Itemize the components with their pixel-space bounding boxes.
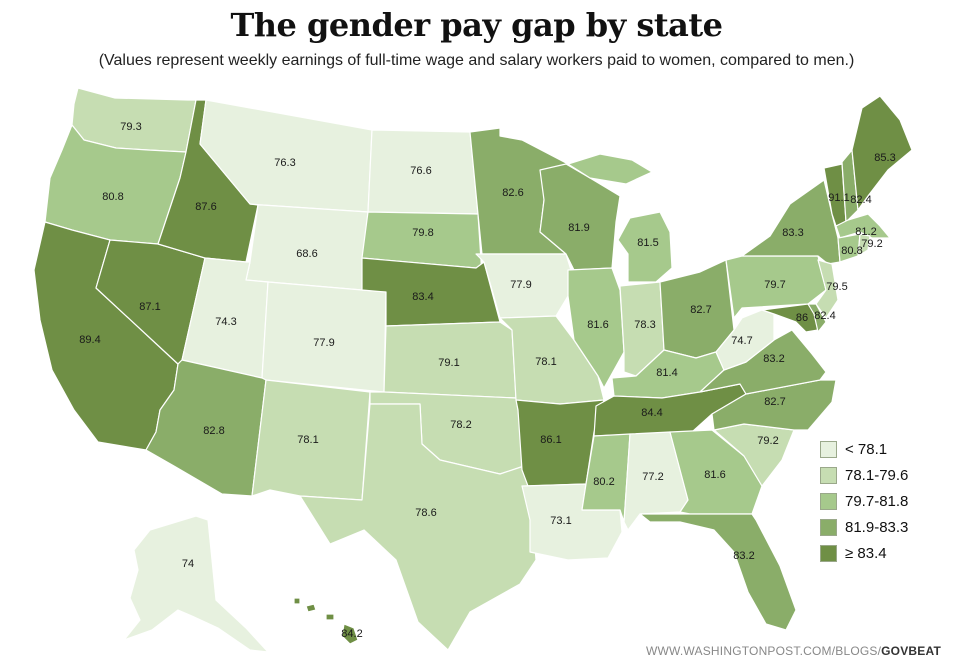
state-RI xyxy=(857,233,871,257)
legend-item: ≥ 83.4 xyxy=(820,540,908,566)
value-label-ND: 76.6 xyxy=(410,165,431,177)
source-credit: WWW.WASHINGTONPOST.COM/BLOGS/GOVBEAT xyxy=(646,644,941,658)
state-FL xyxy=(639,513,797,631)
value-label-LA: 73.1 xyxy=(550,515,571,527)
value-label-CT: 80.8 xyxy=(841,245,862,257)
value-label-IN: 78.3 xyxy=(634,319,655,331)
value-label-GA: 81.6 xyxy=(704,469,725,481)
state-HI-4 xyxy=(293,597,301,605)
value-label-NE: 83.4 xyxy=(412,291,433,303)
state-AZ xyxy=(145,359,267,497)
state-NH xyxy=(841,149,859,223)
value-label-TX: 78.6 xyxy=(415,507,436,519)
value-label-IL: 81.6 xyxy=(587,319,608,331)
value-label-HI: 84.2 xyxy=(341,628,362,640)
value-label-NH: 82.4 xyxy=(850,194,871,206)
value-label-SC: 79.2 xyxy=(757,435,778,447)
value-label-VT: 91.1 xyxy=(828,192,849,204)
legend-label: < 78.1 xyxy=(845,440,888,458)
value-label-KY: 81.4 xyxy=(656,367,677,379)
map-legend: < 78.1 78.1-79.6 79.7-81.8 81.9-83.3 ≥ 8… xyxy=(820,436,908,566)
credit-url: WWW.WASHINGTONPOST.COM/BLOGS/ xyxy=(645,644,882,658)
value-label-UT: 74.3 xyxy=(215,316,236,328)
map-subtitle: (Values represent weekly earnings of ful… xyxy=(98,52,855,69)
value-label-RI: 79.2 xyxy=(861,238,882,250)
value-label-OH: 82.7 xyxy=(690,304,711,316)
value-label-ME: 85.3 xyxy=(874,152,895,164)
value-label-NY: 83.3 xyxy=(782,227,803,239)
value-label-NC: 82.7 xyxy=(764,396,785,408)
legend-item: 81.9-83.3 xyxy=(820,514,908,540)
legend-swatch xyxy=(820,544,837,562)
credit-section: GOVBEAT xyxy=(881,644,941,658)
value-label-CA: 89.4 xyxy=(79,334,100,346)
legend-label: 78.1-79.6 xyxy=(845,466,909,484)
state-MI-UP xyxy=(567,153,653,185)
value-label-WI: 81.9 xyxy=(568,222,589,234)
value-label-MI: 81.5 xyxy=(637,237,658,249)
state-HI-3 xyxy=(305,603,317,613)
value-label-NV: 87.1 xyxy=(139,301,160,313)
value-label-ID: 87.6 xyxy=(195,201,216,213)
state-IL xyxy=(567,267,625,389)
state-IA xyxy=(475,253,575,319)
value-label-WY: 68.6 xyxy=(296,248,317,260)
value-label-VA: 83.2 xyxy=(763,353,784,365)
value-label-DE: 82.4 xyxy=(814,310,835,322)
value-label-MA: 81.2 xyxy=(855,226,876,238)
value-label-TN: 84.4 xyxy=(641,407,662,419)
legend-swatch xyxy=(820,492,837,510)
value-label-MN: 82.6 xyxy=(502,187,523,199)
value-label-WV: 74.7 xyxy=(731,335,752,347)
state-NJ xyxy=(815,259,839,319)
value-label-SD: 79.8 xyxy=(412,227,433,239)
value-label-AZ: 82.8 xyxy=(203,425,224,437)
legend-swatch xyxy=(820,466,837,484)
value-label-OK: 78.2 xyxy=(450,419,471,431)
value-label-MO: 78.1 xyxy=(535,356,556,368)
legend-label: 81.9-83.3 xyxy=(845,518,909,536)
state-AK xyxy=(123,515,269,653)
map-title: The gender pay gap by state xyxy=(230,6,723,44)
value-label-WA: 79.3 xyxy=(120,121,141,133)
state-HI-2 xyxy=(325,613,335,621)
value-label-CO: 77.9 xyxy=(313,337,334,349)
value-label-AL: 77.2 xyxy=(642,471,663,483)
value-label-AR: 86.1 xyxy=(540,434,561,446)
state-NY xyxy=(741,179,841,265)
state-ME xyxy=(851,95,913,211)
legend-item: < 78.1 xyxy=(820,436,908,462)
value-label-NJ: 79.5 xyxy=(826,281,847,293)
value-label-MD: 86 xyxy=(796,312,808,324)
value-label-IA: 77.9 xyxy=(510,279,531,291)
value-label-FL: 83.2 xyxy=(733,550,754,562)
legend-label: 79.7-81.8 xyxy=(845,492,909,510)
value-label-NM: 78.1 xyxy=(297,434,318,446)
value-label-MT: 76.3 xyxy=(274,157,295,169)
value-label-MS: 80.2 xyxy=(593,476,614,488)
legend-label: ≥ 83.4 xyxy=(845,544,887,562)
legend-swatch xyxy=(820,518,837,536)
state-DE xyxy=(807,303,827,333)
legend-swatch xyxy=(820,440,837,458)
state-HI xyxy=(341,623,359,645)
legend-item: 78.1-79.6 xyxy=(820,462,908,488)
value-label-PA: 79.7 xyxy=(764,279,785,291)
value-label-AK: 74 xyxy=(182,558,194,570)
state-TX xyxy=(299,403,537,651)
value-label-OR: 80.8 xyxy=(102,191,123,203)
value-label-KS: 79.1 xyxy=(438,357,459,369)
legend-item: 79.7-81.8 xyxy=(820,488,908,514)
